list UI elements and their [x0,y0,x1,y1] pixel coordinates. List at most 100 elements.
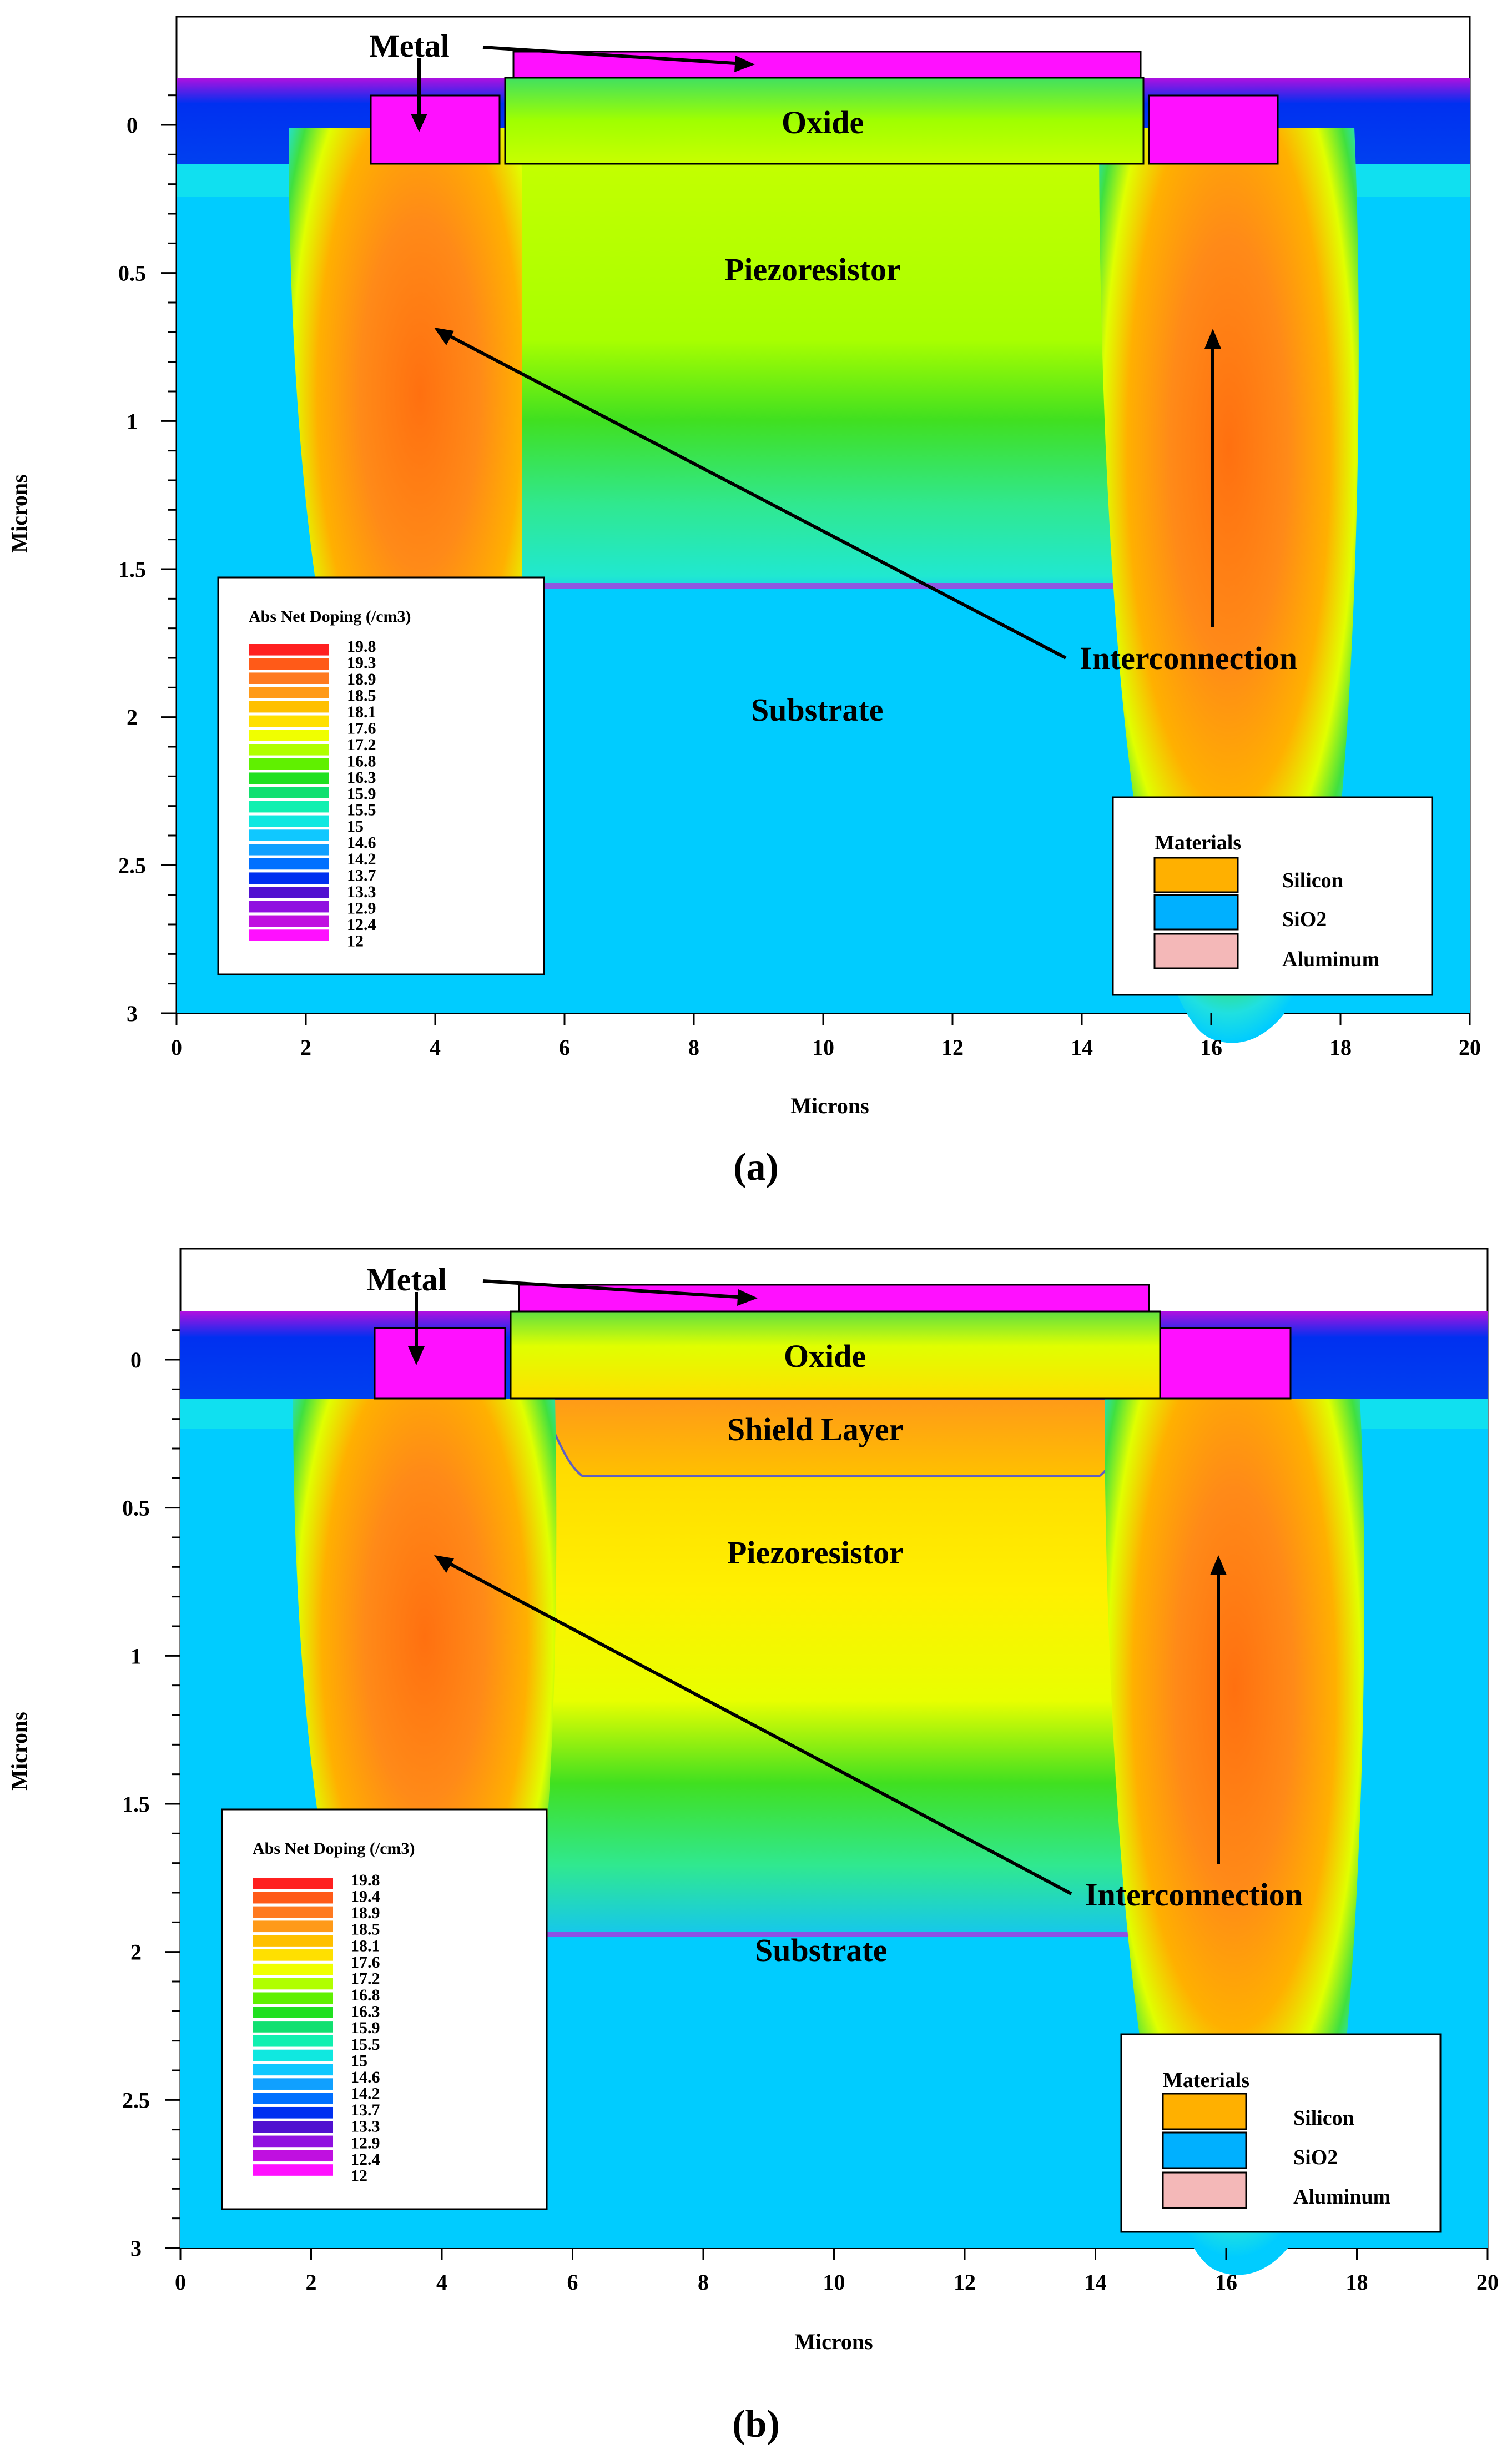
x-tick-label: 14 [1071,1035,1093,1060]
doping-legend-value: 18.9 [347,670,376,688]
material-swatch-sio2 [1162,2131,1247,2169]
material-swatch-silicon [1153,857,1239,893]
x-tick-label: 6 [559,1035,570,1060]
doping-legend-value: 18.1 [347,703,376,721]
doping-legend-value: 17.2 [347,736,376,754]
doping-swatch [253,2164,333,2176]
doping-swatch [253,2135,333,2148]
doping-swatch [253,2021,333,2033]
doping-legend-labels: 19.819.418.918.518.117.617.216.816.315.9… [351,1871,380,2185]
material-label-aluminum: Aluminum [1282,948,1379,971]
doping-swatch [253,2150,333,2162]
right-metal-contact [1159,1327,1292,1400]
x-tick-label: 0 [175,2270,186,2295]
doping-legend-value: 17.2 [351,1969,380,1988]
panel-a: Abs Net Doping (/cm3) 19.8 19.3 18.9 18.5 18… [7,16,1481,1189]
x-tick-label: 12 [954,2270,976,2295]
doping-legend-value: 19.4 [351,1888,380,1906]
label-metal: Metal [369,28,450,64]
y-axis-label: Microns [7,474,32,552]
y-tick-label: 0 [130,1347,142,1372]
doping-legend-value: 16.8 [347,752,376,770]
doping-swatch [249,929,329,941]
x-axis-label: Microns [790,1093,869,1118]
right-metal-contact [1148,94,1279,165]
doping-legend-value: 15.9 [351,2019,380,2037]
x-tick-label: 18 [1346,2270,1368,2295]
panel-b-figure: Abs Net Doping (/cm3) 19.819.418.918.518… [7,1248,1499,2446]
doping-swatch [249,701,329,713]
doping-swatch [249,715,329,727]
x-tick-label: 18 [1329,1035,1352,1060]
material-label-silicon: Silicon [1293,2106,1354,2130]
x-tick-label: 8 [688,1035,699,1060]
materials-legend-title: Materials [1155,831,1241,854]
doping-swatch [249,858,329,870]
doping-legend-title: Abs Net Doping (/cm3) [249,607,411,626]
left-metal-contact [374,1327,506,1400]
material-swatch-aluminum [1162,2171,1247,2209]
doping-swatch [253,1920,333,1933]
doping-legend-value: 15.5 [347,801,376,819]
y-tick-label: 2.5 [122,2088,150,2113]
panel-caption: (b) [732,2403,780,2446]
panel-caption: (a) [733,1146,779,1189]
doping-swatch [249,815,329,827]
doping-swatch [253,1892,333,1904]
doping-swatch [249,772,329,784]
doping-legend-value: 15.5 [351,2035,380,2054]
x-tick-label: 10 [823,2270,845,2295]
doping-swatch [249,758,329,770]
y-tick-label: 1.5 [122,1792,150,1817]
piezoresistor-region [527,1399,1149,1948]
doping-legend-value: 16.3 [351,2003,380,2021]
panel-b: Abs Net Doping (/cm3) 19.8 19.4 18.9 18.5 18… [0,1232,1512,2464]
doping-legend-value: 18.9 [351,1904,380,1922]
doping-swatch [253,1935,333,1947]
doping-swatch [249,687,329,698]
doping-legend-value: 19.8 [347,637,376,656]
doping-swatch [249,672,329,684]
x-tick-label: 20 [1459,1035,1481,1060]
doping-legend-value: 14.2 [351,2085,380,2103]
doping-legend-value: 12 [351,2166,367,2185]
doping-swatch [249,844,329,856]
x-tick-label: 16 [1200,1035,1222,1060]
doping-swatch [253,1992,333,2004]
doping-swatch [253,2121,333,2133]
doping-swatch [253,1949,333,1961]
x-tick-label: 14 [1085,2270,1107,2295]
y-tick-label: 3 [127,1001,138,1026]
doping-legend-value: 15.9 [347,785,376,803]
doping-swatch [253,2093,333,2104]
doping-legend-labels: 19.819.318.918.518.117.617.216.816.315.9… [347,637,376,951]
doping-legend-value: 18.5 [347,686,376,705]
label-piezoresistor: Piezoresistor [727,1535,904,1571]
material-swatch-sio2 [1153,894,1239,931]
piezoresistor-region [522,128,1143,600]
y-tick-label: 0 [127,113,138,138]
x-tick-label: 8 [698,2270,709,2295]
doping-legend-title: Abs Net Doping (/cm3) [253,1839,415,1858]
doping-legend-value: 12.9 [351,2134,380,2152]
x-tick-label: 2 [300,1035,311,1060]
doping-swatch [253,2106,333,2119]
doping-legend-value: 15 [351,2051,367,2070]
doping-legend-value: 19.3 [347,653,376,672]
y-tick-label: 1.5 [118,557,146,582]
doping-legend-value: 19.8 [351,1871,380,1889]
doping-swatch [249,744,329,756]
doping-legend-value: 13.7 [347,867,376,885]
y-tick-label: 2 [130,1940,142,1965]
doping-swatch [249,872,329,884]
annotation-arrows [415,1279,1220,1895]
label-oxide: Oxide [782,104,864,140]
x-axis-ticks: 0 2 4 6 8 10 12 14 16 18 20 [171,1013,1481,1060]
doping-legend-value: 17.6 [347,719,376,737]
label-interconnection: Interconnection [1080,640,1297,676]
label-interconnection: Interconnection [1085,1877,1303,1913]
label-substrate: Substrate [751,692,883,728]
doping-swatch [249,887,329,898]
x-tick-label: 10 [812,1035,834,1060]
x-axis-ticks: 0 2 4 6 8 10 12 14 16 18 20 [175,2248,1499,2295]
